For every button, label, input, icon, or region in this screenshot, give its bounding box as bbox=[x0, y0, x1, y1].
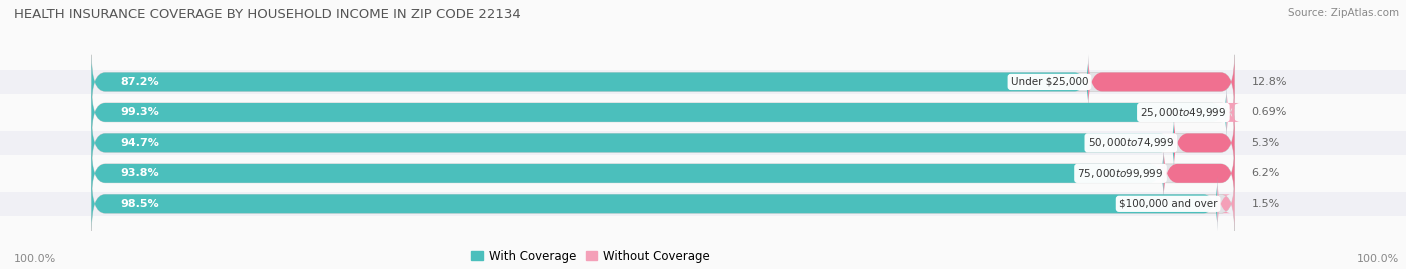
FancyBboxPatch shape bbox=[91, 177, 1234, 231]
Text: 99.3%: 99.3% bbox=[120, 107, 159, 117]
Text: 93.8%: 93.8% bbox=[120, 168, 159, 178]
FancyBboxPatch shape bbox=[1218, 177, 1234, 231]
FancyBboxPatch shape bbox=[1220, 85, 1240, 140]
Bar bbox=[0, 70, 1406, 94]
Text: $75,000 to $99,999: $75,000 to $99,999 bbox=[1077, 167, 1164, 180]
FancyBboxPatch shape bbox=[1164, 146, 1234, 200]
Text: 6.2%: 6.2% bbox=[1251, 168, 1279, 178]
FancyBboxPatch shape bbox=[91, 55, 1234, 109]
Text: 0.69%: 0.69% bbox=[1251, 107, 1286, 117]
FancyBboxPatch shape bbox=[91, 177, 1218, 231]
Text: $25,000 to $49,999: $25,000 to $49,999 bbox=[1140, 106, 1226, 119]
FancyBboxPatch shape bbox=[91, 85, 1226, 140]
FancyBboxPatch shape bbox=[1174, 116, 1234, 170]
Text: 98.5%: 98.5% bbox=[120, 199, 159, 209]
Text: 100.0%: 100.0% bbox=[14, 254, 56, 264]
FancyBboxPatch shape bbox=[91, 146, 1234, 200]
Text: 12.8%: 12.8% bbox=[1251, 77, 1286, 87]
Text: Source: ZipAtlas.com: Source: ZipAtlas.com bbox=[1288, 8, 1399, 18]
Text: $100,000 and over: $100,000 and over bbox=[1119, 199, 1218, 209]
Bar bbox=[0, 131, 1406, 155]
Text: 94.7%: 94.7% bbox=[120, 138, 159, 148]
Text: 1.5%: 1.5% bbox=[1251, 199, 1279, 209]
Text: 87.2%: 87.2% bbox=[120, 77, 159, 87]
Bar bbox=[0, 192, 1406, 216]
Text: 5.3%: 5.3% bbox=[1251, 138, 1279, 148]
Legend: With Coverage, Without Coverage: With Coverage, Without Coverage bbox=[471, 250, 710, 263]
Text: Under $25,000: Under $25,000 bbox=[1011, 77, 1088, 87]
FancyBboxPatch shape bbox=[91, 146, 1164, 200]
Bar bbox=[0, 161, 1406, 185]
Bar bbox=[0, 101, 1406, 124]
FancyBboxPatch shape bbox=[91, 55, 1088, 109]
FancyBboxPatch shape bbox=[1088, 55, 1234, 109]
FancyBboxPatch shape bbox=[91, 116, 1174, 170]
Text: HEALTH INSURANCE COVERAGE BY HOUSEHOLD INCOME IN ZIP CODE 22134: HEALTH INSURANCE COVERAGE BY HOUSEHOLD I… bbox=[14, 8, 520, 21]
FancyBboxPatch shape bbox=[91, 85, 1234, 140]
Text: $50,000 to $74,999: $50,000 to $74,999 bbox=[1088, 136, 1174, 149]
Text: 100.0%: 100.0% bbox=[1357, 254, 1399, 264]
FancyBboxPatch shape bbox=[91, 116, 1234, 170]
